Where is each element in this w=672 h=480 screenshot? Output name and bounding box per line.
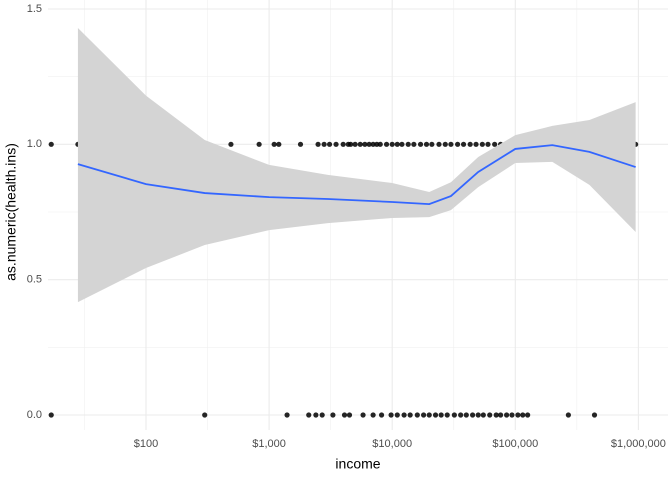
point — [306, 412, 312, 418]
point — [348, 141, 354, 147]
point — [394, 141, 400, 147]
point — [341, 412, 348, 418]
point — [493, 412, 499, 418]
point — [432, 412, 439, 418]
point — [515, 412, 521, 418]
point — [360, 412, 366, 418]
point — [429, 141, 435, 147]
point — [591, 412, 598, 418]
point — [487, 412, 493, 418]
point — [315, 141, 321, 147]
point — [321, 141, 327, 147]
y-tick-label: 0.0 — [27, 409, 42, 421]
point — [436, 141, 442, 147]
x-axis-title: income — [335, 456, 380, 472]
point — [414, 412, 420, 418]
point — [326, 141, 333, 147]
point — [48, 141, 54, 147]
point — [399, 141, 405, 147]
point — [388, 412, 394, 418]
y-axis-title: as.numeric(health.ins) — [3, 143, 19, 281]
point — [352, 141, 358, 147]
point — [383, 141, 390, 147]
point — [448, 141, 454, 147]
point — [426, 412, 432, 418]
point — [228, 141, 234, 147]
point — [378, 412, 385, 418]
point — [520, 412, 526, 418]
point — [405, 141, 411, 147]
point — [475, 412, 481, 418]
point — [394, 412, 400, 418]
point — [370, 412, 376, 418]
point — [297, 141, 304, 147]
point — [377, 141, 383, 147]
x-tick-label: $100 — [134, 438, 158, 450]
x-tick-label: $10,000 — [372, 438, 412, 450]
point — [479, 141, 485, 147]
point — [503, 412, 510, 418]
point — [455, 141, 461, 147]
point — [411, 141, 417, 147]
point — [48, 412, 54, 418]
point — [407, 412, 413, 418]
point — [444, 412, 450, 418]
point — [256, 141, 262, 147]
point — [276, 141, 282, 147]
point — [458, 412, 464, 418]
x-tick-label: $1,000,000 — [611, 438, 666, 450]
point — [480, 412, 486, 418]
point — [346, 412, 353, 418]
point — [467, 141, 473, 147]
point — [202, 412, 208, 418]
point — [401, 412, 407, 418]
point — [485, 141, 491, 147]
point — [438, 412, 444, 418]
point — [330, 412, 336, 418]
point — [451, 412, 457, 418]
point — [340, 141, 346, 147]
confidence-ribbon — [77, 27, 636, 303]
point — [421, 412, 427, 418]
point — [333, 141, 339, 147]
point — [417, 141, 424, 147]
point — [469, 412, 476, 418]
point — [271, 141, 277, 147]
point — [565, 412, 571, 418]
point — [319, 412, 325, 418]
point — [284, 412, 290, 418]
point — [463, 412, 469, 418]
point — [370, 141, 376, 147]
point — [357, 141, 363, 147]
y-tick-label: 1.0 — [27, 138, 42, 150]
y-tick-label: 1.5 — [27, 3, 42, 15]
point — [509, 412, 515, 418]
point — [442, 141, 448, 147]
x-tick-label: $1,000 — [252, 438, 286, 450]
point — [366, 141, 372, 147]
point — [492, 141, 498, 147]
point — [525, 412, 531, 418]
point — [473, 141, 479, 147]
point — [362, 141, 368, 147]
point — [460, 141, 467, 147]
point — [389, 141, 395, 147]
point — [313, 412, 319, 418]
point — [423, 141, 430, 147]
x-tick-label: $100,000 — [492, 438, 538, 450]
smooth-line — [77, 144, 636, 206]
y-tick-label: 0.5 — [27, 274, 42, 286]
point — [498, 412, 504, 418]
